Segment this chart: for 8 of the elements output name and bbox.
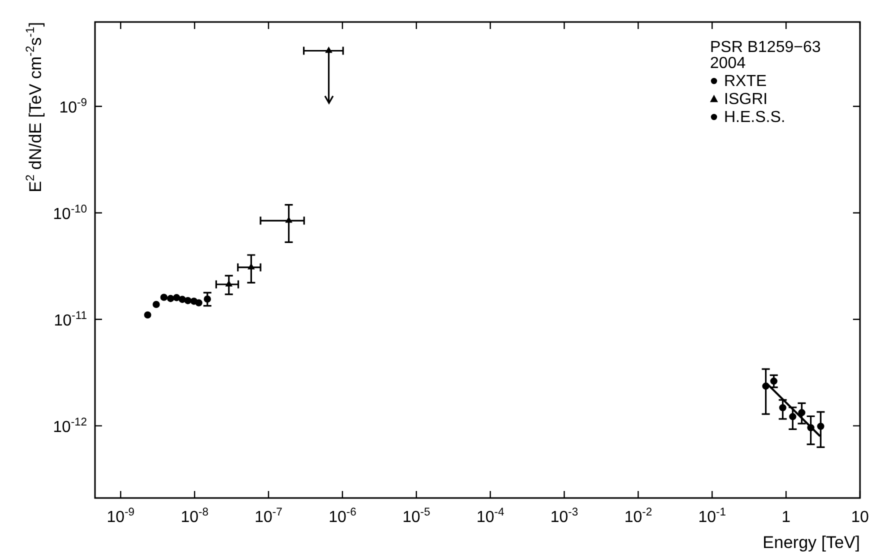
x-axis-title: Energy [TeV] xyxy=(762,533,860,552)
x-tick-label: 1 xyxy=(782,509,791,526)
legend-title: PSR B1259−63 2004 xyxy=(710,39,821,72)
legend-label: ISGRI xyxy=(724,91,768,108)
y-axis-title: E2 dN/dE [TeV cm-2s-1] xyxy=(23,22,45,192)
x-tick-label: 10 xyxy=(851,509,869,526)
legend-label: H.E.S.S. xyxy=(724,109,786,126)
legend-label: RXTE xyxy=(724,73,767,90)
